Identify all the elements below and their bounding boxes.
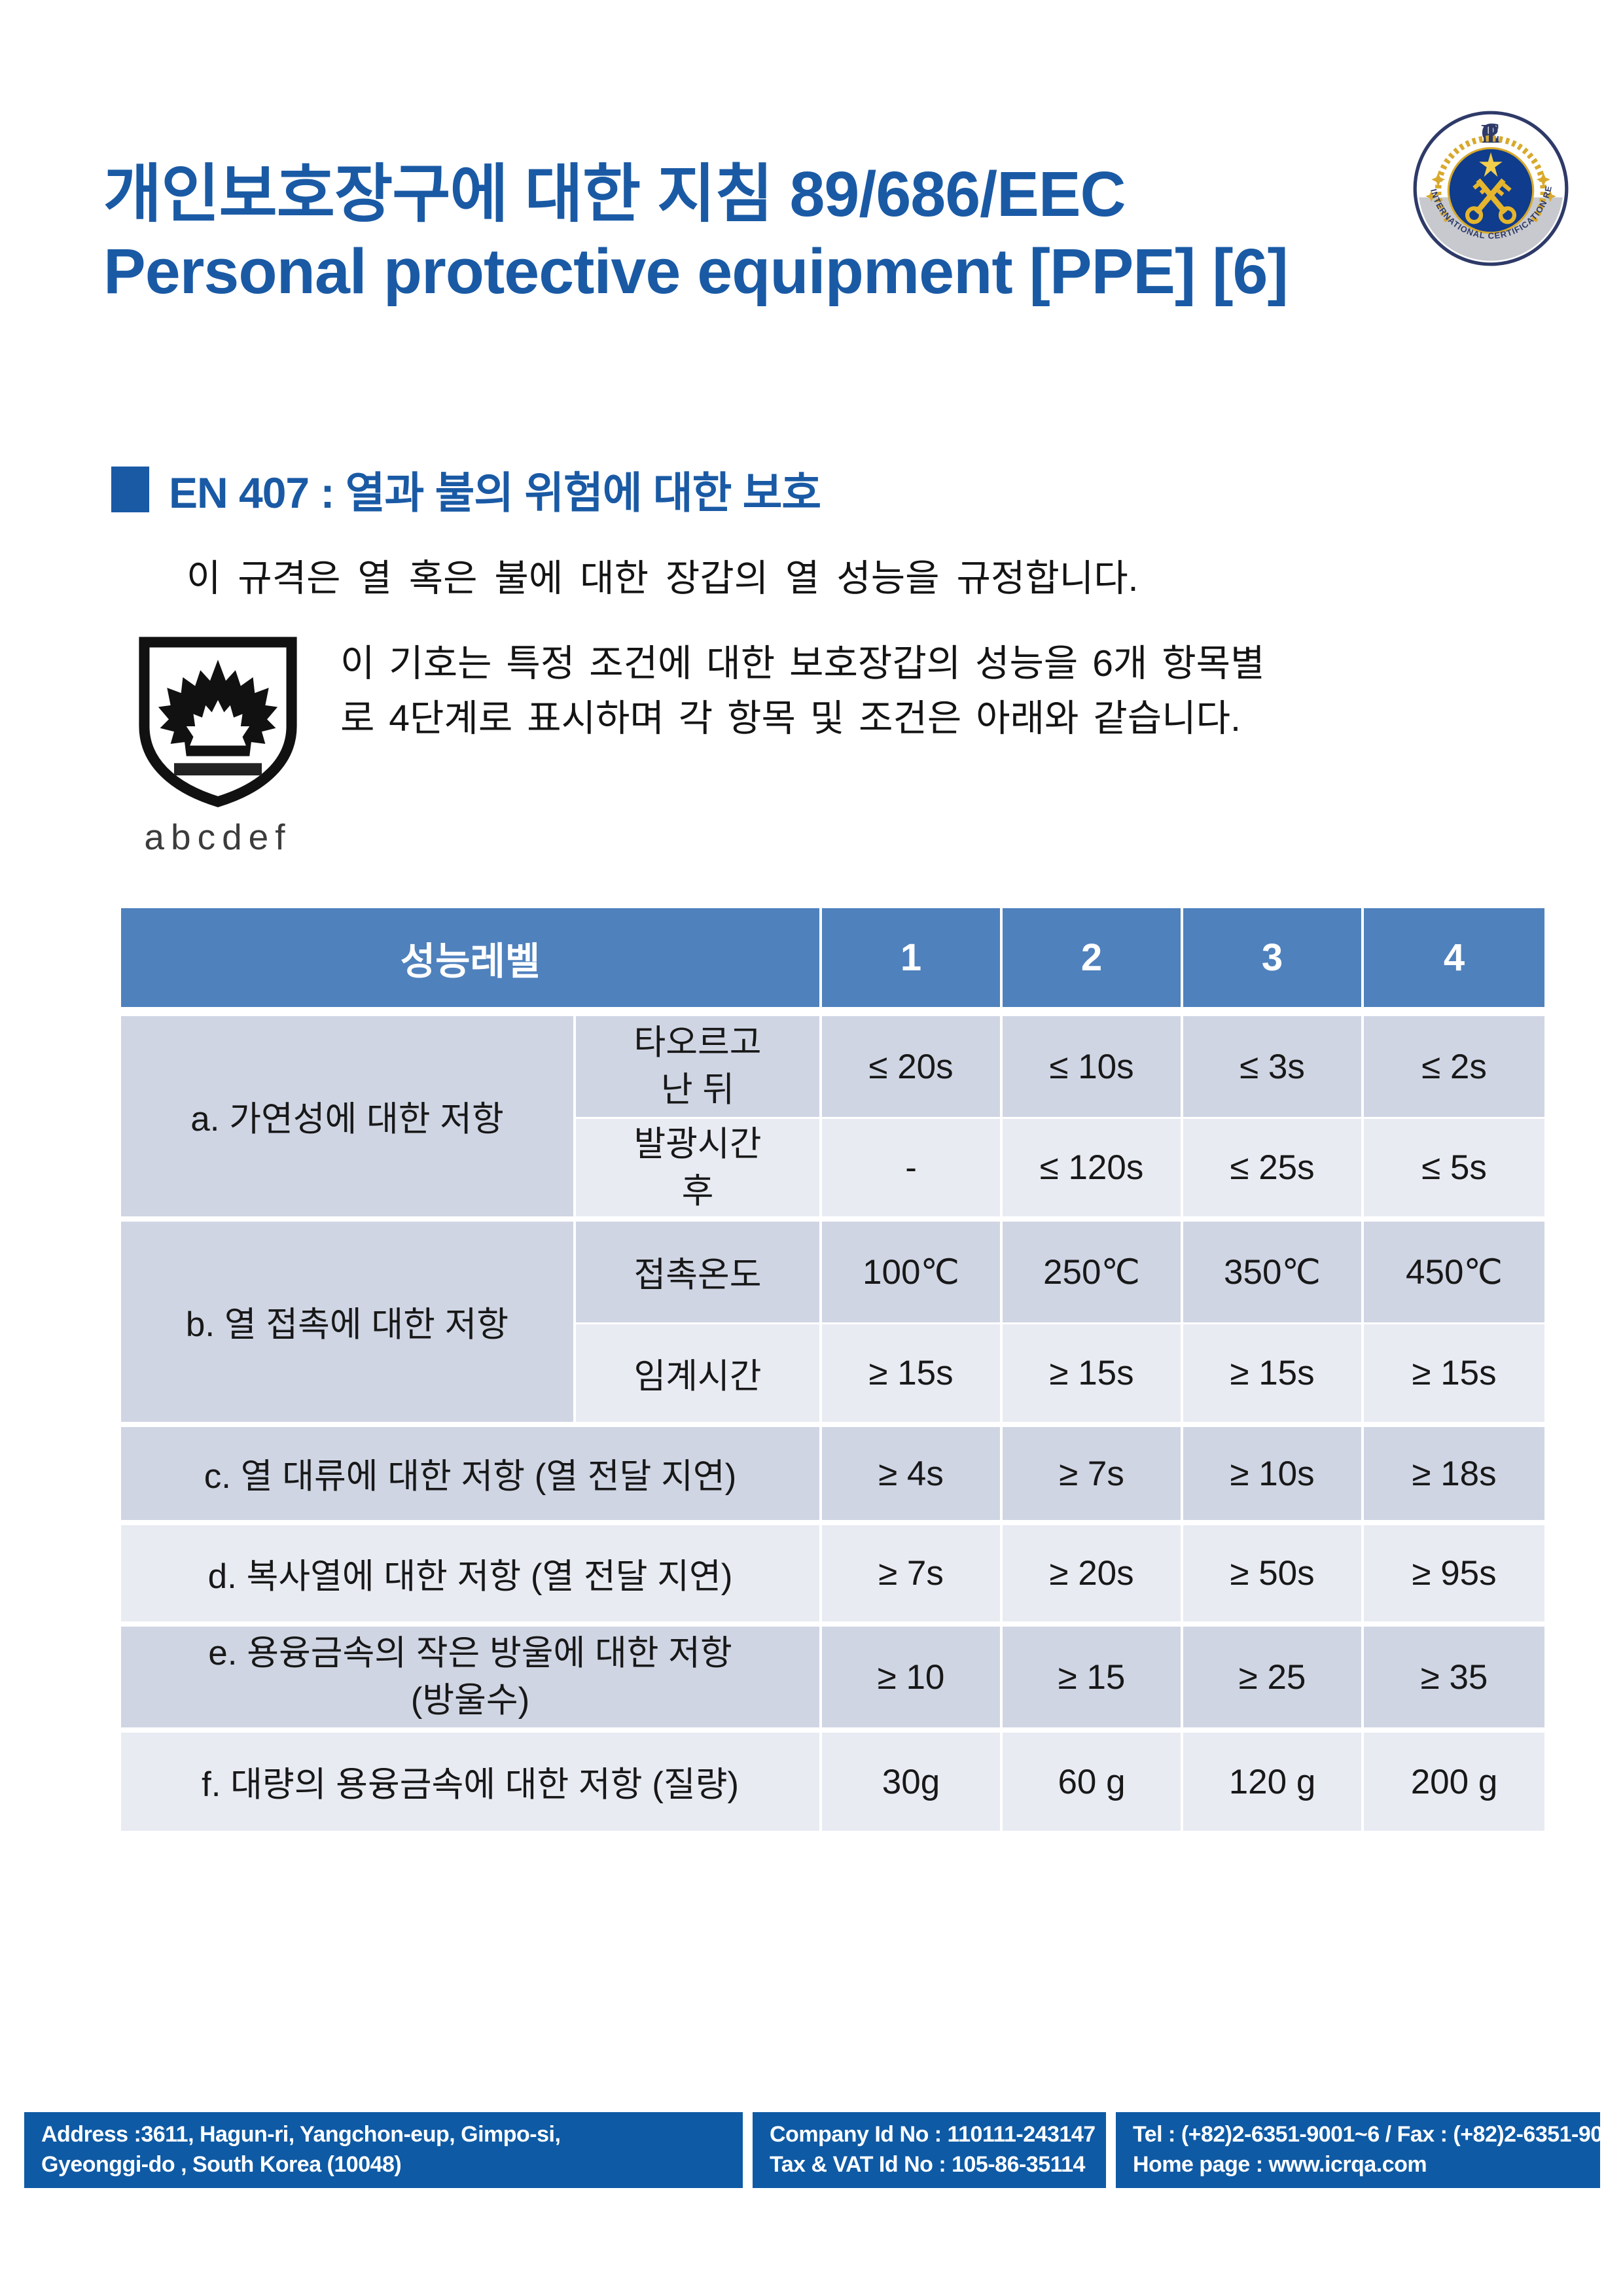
document-title: 개인보호장구에 대한 지침 89/686/EEC Personal protec… — [103, 156, 1289, 311]
table-row: f. 대량의 용융금속에 대한 저항 (질량) 30g 60 g 120 g 2… — [121, 1733, 1545, 1831]
cell: ≥ 50s — [1183, 1525, 1364, 1627]
section-description: 이 기호는 특정 조건에 대한 보호장갑의 성능을 6개 항목별 로 4단계로 … — [340, 636, 1265, 747]
footer-tel-fax: Tel : (+82)2-6351-9001~6 / Fax : (+82)2-… — [1133, 2122, 1600, 2147]
cell: ≥ 15s — [822, 1324, 1003, 1427]
row-label-c: c. 열 대류에 대한 저항 (열 전달 지연) — [121, 1427, 823, 1525]
table-row: 발광시간 후 - ≤ 120s ≤ 25s ≤ 5s — [121, 1119, 1545, 1222]
cell: ≤ 3s — [1183, 1016, 1364, 1119]
title-english: Personal protective equipment [PPE] [6] — [103, 236, 1289, 308]
cell: ≥ 10s — [1183, 1427, 1364, 1525]
footer-address-line-1: Address :3611, Hagun-ri, Yangchon-eup, G… — [41, 2122, 561, 2147]
table-row: c. 열 대류에 대한 저항 (열 전달 지연) ≥ 4s ≥ 7s ≥ 10s… — [121, 1427, 1545, 1525]
cell: ≥ 4s — [822, 1427, 1003, 1525]
performance-level-table: 성능레벨 1 2 3 4 a. 가연성에 대한 저항 타오르고 난 뒤 ≤ 20… — [121, 908, 1545, 1831]
cell: 100℃ — [822, 1222, 1003, 1324]
footer-company-id-box: Company Id No : 110111-243147 Tax & VAT … — [753, 2112, 1106, 2188]
cell: ≤ 10s — [1003, 1016, 1184, 1119]
cell: ≥ 15 — [1003, 1627, 1184, 1733]
cell: ≥ 35 — [1364, 1627, 1545, 1733]
cell: - — [822, 1119, 1003, 1222]
cell: ≥ 7s — [822, 1525, 1003, 1627]
footer-address-box: Address :3611, Hagun-ri, Yangchon-eup, G… — [24, 2112, 743, 2188]
cell: ≤ 2s — [1364, 1016, 1545, 1119]
cell: 120 g — [1183, 1733, 1364, 1831]
table-row: 임계시간 ≥ 15s ≥ 15s ≥ 15s ≥ 15s — [121, 1324, 1545, 1427]
sub-label: 임계시간 — [576, 1324, 823, 1427]
cell: ≥ 7s — [1003, 1427, 1184, 1525]
sub-label: 타오르고 난 뒤 — [576, 1016, 823, 1119]
cell: 30g — [822, 1733, 1003, 1831]
flame-shield-icon — [139, 637, 297, 807]
cell: ≥ 15s — [1183, 1324, 1364, 1427]
group-label-a: a. 가연성에 대한 저항 — [121, 1016, 576, 1222]
cell: 250℃ — [1003, 1222, 1184, 1324]
en407-pictogram: abcdef — [130, 633, 306, 858]
table-row: b. 열 접촉에 대한 저항 접촉온도 100℃ 250℃ 350℃ 450℃ — [121, 1222, 1545, 1427]
table-row: e. 용융금속의 작은 방울에 대한 저항 (방울수) ≥ 10 ≥ 15 ≥ … — [121, 1627, 1545, 1733]
group-label-b: b. 열 접촉에 대한 저항 — [121, 1222, 576, 1427]
sub-label: 발광시간 후 — [576, 1119, 823, 1222]
row-label-e: e. 용융금속의 작은 방울에 대한 저항 (방울수) — [121, 1627, 823, 1733]
section-intro: 이 규격은 열 혹은 불에 대한 장갑의 열 성능을 규정합니다. — [187, 557, 1139, 599]
footer-contact-box: Tel : (+82)2-6351-9001~6 / Fax : (+82)2-… — [1116, 2112, 1600, 2188]
footer-address-line-2: Gyeonggi-do , South Korea (10048) — [41, 2152, 402, 2177]
footer-tax-vat-id: Tax & VAT Id No : 105-86-35114 — [770, 2152, 1085, 2177]
sub-label: 접촉온도 — [576, 1222, 823, 1324]
footer-company-id: Company Id No : 110111-243147 — [770, 2122, 1096, 2147]
icr-logo: I C R — [1408, 102, 1569, 267]
cell: ≥ 95s — [1364, 1525, 1545, 1627]
header-performance-level: 성능레벨 — [121, 908, 823, 1016]
pictogram-caption: abcdef — [144, 817, 292, 857]
section-heading: EN 407 : 열과 불의 위험에 대한 보호 — [111, 458, 821, 521]
description-line-1: 이 기호는 특정 조건에 대한 보호장갑의 성능을 6개 항목별 — [340, 643, 1265, 684]
cell: ≥ 10 — [822, 1627, 1003, 1733]
cell: ≤ 20s — [822, 1016, 1003, 1119]
table-row: d. 복사열에 대한 저항 (열 전달 지연) ≥ 7s ≥ 20s ≥ 50s… — [121, 1525, 1545, 1627]
section-heading-text: EN 407 : 열과 불의 위험에 대한 보호 — [169, 468, 821, 517]
cell: ≥ 18s — [1364, 1427, 1545, 1525]
svg-text:R: R — [1481, 119, 1501, 149]
cell: 60 g — [1003, 1733, 1184, 1831]
cell: ≥ 15s — [1003, 1324, 1184, 1427]
cell: ≥ 15s — [1364, 1324, 1545, 1427]
cell: 450℃ — [1364, 1222, 1545, 1324]
cell: ≥ 20s — [1003, 1525, 1184, 1627]
cell: ≤ 120s — [1003, 1119, 1184, 1222]
svg-text:I: I — [1486, 119, 1496, 149]
table-header-row: 성능레벨 1 2 3 4 — [121, 908, 1545, 1016]
footer-homepage: Home page : www.icrqa.com — [1133, 2152, 1427, 2177]
cell: 200 g — [1364, 1733, 1545, 1831]
cell: ≤ 25s — [1183, 1119, 1364, 1222]
square-bullet-icon — [111, 467, 149, 512]
header-level-1: 1 — [822, 908, 1003, 1016]
row-label-d: d. 복사열에 대한 저항 (열 전달 지연) — [121, 1525, 823, 1627]
header-level-2: 2 — [1003, 908, 1184, 1016]
description-line-2: 로 4단계로 표시하며 각 항목 및 조건은 아래와 같습니다. — [340, 698, 1241, 740]
svg-text:C: C — [1481, 118, 1501, 148]
header-level-4: 4 — [1364, 908, 1545, 1016]
row-label-f: f. 대량의 용융금속에 대한 저항 (질량) — [121, 1733, 823, 1831]
icr-seal-icon: I C R — [1408, 102, 1569, 266]
title-korean: 개인보호장구에 대한 지침 89/686/EEC — [103, 158, 1126, 230]
cell: ≤ 5s — [1364, 1119, 1545, 1222]
table-row: a. 가연성에 대한 저항 타오르고 난 뒤 ≤ 20s ≤ 10s ≤ 3s … — [121, 1016, 1545, 1222]
cell: ≥ 25 — [1183, 1627, 1364, 1733]
cell: 350℃ — [1183, 1222, 1364, 1324]
header-level-3: 3 — [1183, 908, 1364, 1016]
